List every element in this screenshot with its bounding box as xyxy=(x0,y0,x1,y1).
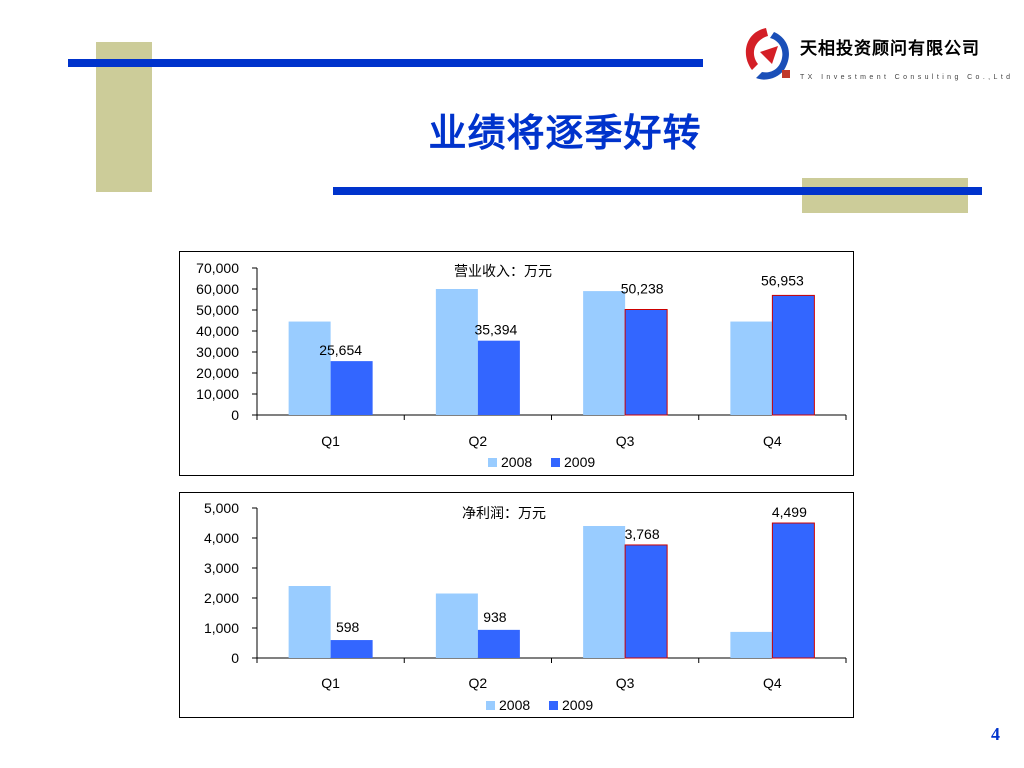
y-tick-label: 4,000 xyxy=(204,530,239,546)
x-category-label: Q4 xyxy=(763,433,782,449)
y-tick-label: 3,000 xyxy=(204,560,239,576)
data-label-2009-q3: 50,238 xyxy=(621,281,664,297)
bar-2008-q2 xyxy=(435,289,478,415)
x-category-label: Q1 xyxy=(321,433,340,449)
y-tick-label: 40,000 xyxy=(196,323,239,339)
chart-title: 净利润：万元 xyxy=(462,505,546,521)
y-tick-label: 0 xyxy=(231,407,239,423)
data-label-2009-q3: 3,768 xyxy=(625,526,660,542)
bar-2009-q1 xyxy=(330,640,373,658)
bar-2008-q4 xyxy=(730,631,773,658)
bar-2009-q4 xyxy=(771,294,815,416)
decor-blue-line-middle xyxy=(333,187,982,195)
company-name-english: TX Investment Consulting Co.,Ltd xyxy=(800,74,1014,81)
net-profit-chart: 净利润：万元 0 1,000 2,000 3,000 4,000 5,000 598 Q1 938… xyxy=(179,492,854,718)
x-category-label: Q4 xyxy=(763,675,782,691)
legend-swatch-2009 xyxy=(551,458,560,467)
y-tick-label: 70,000 xyxy=(196,260,239,276)
bar-2009-q2 xyxy=(477,629,520,658)
company-name: 天相投资顾问有限公司 xyxy=(800,39,980,59)
x-category-label: Q3 xyxy=(616,433,635,449)
data-label-2009-q2: 938 xyxy=(483,609,507,625)
data-label-2009-q2: 35,394 xyxy=(474,322,517,338)
bar-2008-q3 xyxy=(583,291,626,415)
revenue-chart: 营业收入：万元 0 10,000 20,000 30,000 40,000 50,000 60… xyxy=(179,251,854,476)
decor-tan-block-left xyxy=(96,42,152,192)
y-tick-label: 0 xyxy=(231,650,239,666)
chart-title: 营业收入：万元 xyxy=(454,263,552,279)
logo-red-arrow xyxy=(760,46,778,64)
data-label-2009-q1: 25,654 xyxy=(319,342,362,358)
logo-blue-arc xyxy=(756,32,789,80)
x-category-label: Q2 xyxy=(469,675,488,691)
page-number: 4 xyxy=(991,724,1000,744)
y-tick-label: 5,000 xyxy=(204,500,239,516)
bar-2009-q3 xyxy=(624,544,668,659)
legend-swatch-2009 xyxy=(549,701,558,710)
legend-label-2009: 2009 xyxy=(564,454,595,470)
bar-2008-q1 xyxy=(288,586,331,658)
x-category-label: Q1 xyxy=(321,675,340,691)
slide-title: 业绩将逐季好转 xyxy=(428,111,702,155)
logo-seal xyxy=(782,70,790,78)
bar-2008-q4 xyxy=(730,321,773,415)
y-tick-label: 60,000 xyxy=(196,281,239,297)
legend-label-2008: 2008 xyxy=(501,454,532,470)
y-tick-label: 1,000 xyxy=(204,620,239,636)
y-tick-label: 30,000 xyxy=(196,344,239,360)
logo-red-arc xyxy=(745,28,768,70)
bar-2008-q3 xyxy=(583,526,626,658)
bar-2009-q1 xyxy=(330,361,373,415)
bar-2008-q1 xyxy=(288,321,331,415)
decor-blue-line-top xyxy=(68,59,703,67)
y-tick-label: 20,000 xyxy=(196,365,239,381)
x-category-label: Q3 xyxy=(616,675,635,691)
decor-tan-block-right xyxy=(802,178,968,213)
y-tick-label: 2,000 xyxy=(204,590,239,606)
data-label-2009-q1: 598 xyxy=(336,619,360,635)
legend-label-2009: 2009 xyxy=(562,697,593,713)
bar-2009-q4 xyxy=(771,522,815,659)
data-label-2009-q4: 56,953 xyxy=(761,272,804,288)
legend-swatch-2008 xyxy=(486,701,495,710)
company-logo xyxy=(745,28,790,80)
y-tick-label: 10,000 xyxy=(196,386,239,402)
revenue-chart-svg: 营业收入：万元 0 10,000 20,000 30,000 40,000 50,000 60… xyxy=(196,260,847,470)
net-profit-chart-svg: 净利润：万元 0 1,000 2,000 3,000 4,000 5,000 598 Q1 938… xyxy=(204,500,847,713)
bar-2008-q2 xyxy=(435,593,478,658)
data-label-2009-q4: 4,499 xyxy=(772,504,807,520)
bar-2009-q2 xyxy=(477,340,520,415)
legend-label-2008: 2008 xyxy=(499,697,530,713)
x-category-label: Q2 xyxy=(469,433,488,449)
legend-swatch-2008 xyxy=(488,458,497,467)
bar-2009-q3 xyxy=(624,309,668,416)
y-tick-label: 50,000 xyxy=(196,302,239,318)
